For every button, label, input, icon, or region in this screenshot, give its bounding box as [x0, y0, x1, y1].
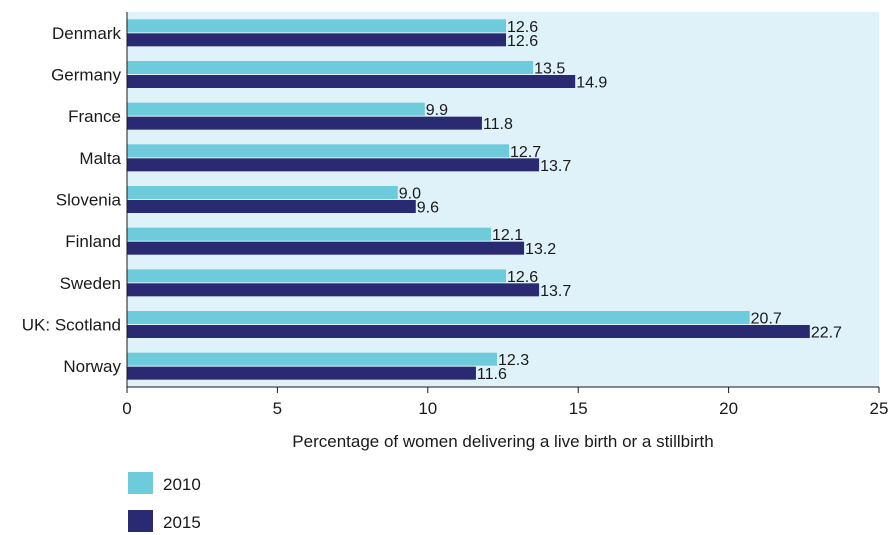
bar-2015-norway — [127, 366, 476, 380]
category-label-finland: Finland — [65, 232, 121, 251]
bar-2010-denmark — [127, 19, 507, 33]
x-axis-title: Percentage of women delivering a live bi… — [292, 432, 713, 451]
data-label-2015-uk-scotland: 22.7 — [811, 325, 842, 342]
data-label-2010-malta: 12.7 — [510, 144, 541, 161]
data-label-2010-slovenia: 9.0 — [399, 186, 421, 203]
x-ticks: 0 5 10 15 20 25 — [122, 387, 888, 418]
data-label-2010-norway: 12.3 — [498, 352, 529, 369]
data-label-2015-slovenia: 9.6 — [417, 200, 439, 217]
bar-2010-malta — [127, 144, 510, 158]
category-label-slovenia: Slovenia — [56, 191, 122, 210]
bar-2010-slovenia — [127, 186, 398, 199]
bar-2010-germany — [127, 61, 534, 74]
category-labels: Denmark Germany France Malta Slovenia Finland… — [22, 24, 122, 376]
category-label-sweden: Sweden — [60, 274, 121, 293]
bar-2015-france — [127, 116, 482, 130]
category-label-france: France — [68, 107, 121, 126]
category-label-malta: Malta — [79, 149, 121, 168]
category-label-norway: Norway — [63, 357, 121, 376]
x-tick-label-25: 25 — [870, 399, 889, 418]
legend-swatch-2010 — [128, 472, 153, 494]
bar-2010-uk-scotland — [127, 311, 750, 324]
legend: 2010 2015 — [128, 472, 201, 532]
data-label-2015-finland: 13.2 — [525, 241, 556, 258]
bar-2015-malta — [127, 158, 540, 172]
bar-2015-germany — [127, 75, 576, 88]
bar-2010-france — [127, 102, 425, 116]
bars: 12.612.613.514.99.911.812.713.79.09.612.… — [127, 19, 842, 383]
data-label-2010-finland: 12.1 — [492, 227, 523, 244]
data-label-2015-denmark: 12.6 — [507, 33, 538, 50]
data-label-2010-germany: 13.5 — [534, 61, 565, 78]
legend-label-2010: 2010 — [163, 475, 201, 494]
category-label-uk-scotland: UK: Scotland — [22, 316, 121, 335]
bar-2010-finland — [127, 227, 491, 241]
data-label-2010-uk-scotland: 20.7 — [751, 311, 782, 328]
legend-label-2015: 2015 — [163, 513, 201, 532]
bar-2010-norway — [127, 352, 497, 366]
bar-2010-sweden — [127, 269, 507, 283]
bar-2015-finland — [127, 241, 525, 255]
bar-2015-sweden — [127, 283, 540, 297]
category-label-denmark: Denmark — [52, 24, 121, 43]
data-label-2015-norway: 11.6 — [477, 366, 507, 383]
bar-2015-slovenia — [127, 200, 416, 213]
data-label-2010-sweden: 12.6 — [507, 269, 538, 286]
data-label-2015-sweden: 13.7 — [540, 283, 571, 300]
data-label-2010-france: 9.9 — [426, 102, 448, 119]
x-tick-label-20: 20 — [719, 399, 738, 418]
data-label-2010-denmark: 12.6 — [507, 19, 538, 36]
x-tick-label-0: 0 — [122, 399, 131, 418]
category-label-germany: Germany — [51, 66, 121, 85]
x-tick-label-15: 15 — [569, 399, 588, 418]
data-label-2015-france: 11.8 — [483, 116, 513, 133]
x-tick-label-5: 5 — [273, 399, 282, 418]
data-label-2015-germany: 14.9 — [576, 75, 607, 92]
x-tick-label-10: 10 — [418, 399, 437, 418]
data-label-2015-malta: 13.7 — [540, 158, 571, 175]
bar-2015-denmark — [127, 33, 507, 47]
plot-background — [127, 12, 879, 387]
bar-2015-uk-scotland — [127, 325, 810, 338]
legend-swatch-2015 — [128, 510, 153, 532]
